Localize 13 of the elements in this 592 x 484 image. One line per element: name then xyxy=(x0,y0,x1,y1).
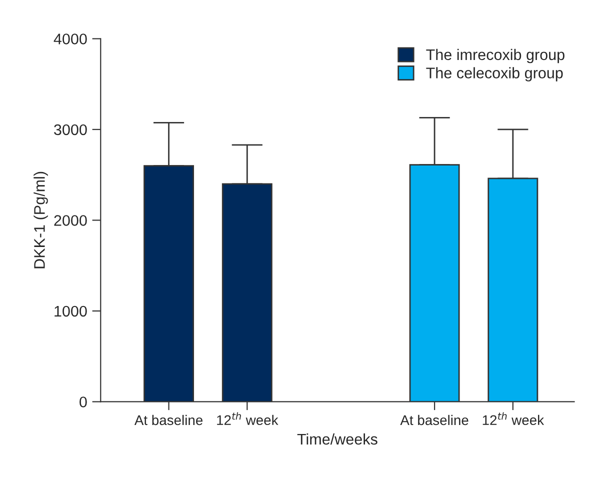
x-tick-label: At baseline xyxy=(134,414,203,426)
legend-label: The imrecoxib group xyxy=(426,48,564,64)
y-tick-label: 4000 xyxy=(54,34,87,44)
legend-label: The celecoxib group xyxy=(426,67,563,82)
x-axis-title: Time/weeks xyxy=(297,433,378,445)
x-tick-label: 12$^{th}$ week xyxy=(217,412,278,426)
x-tick-label: 12$^{th}$ week xyxy=(482,412,544,426)
y-tick-label: 3000 xyxy=(54,124,87,136)
y-tick-label: 2000 xyxy=(54,215,87,226)
x-tick-label: At baseline xyxy=(400,414,468,426)
y-axis-title: DKK-1 (Pg/ml) xyxy=(34,172,48,268)
y-tick-label: 0 xyxy=(80,396,87,408)
y-tick-label: 1000 xyxy=(54,306,87,317)
